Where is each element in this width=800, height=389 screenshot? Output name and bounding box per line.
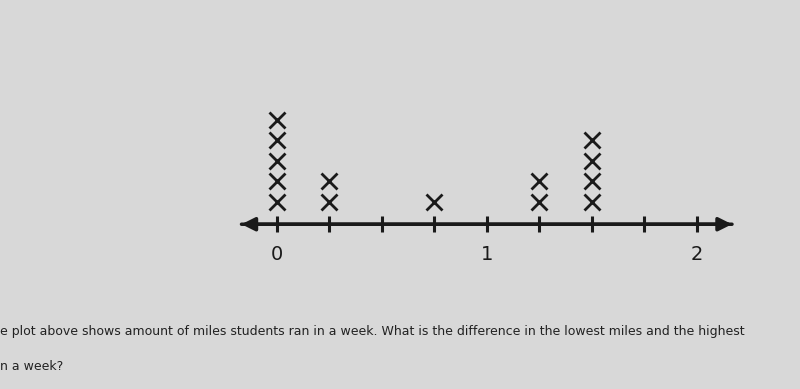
Text: 1: 1 — [481, 245, 493, 265]
Text: e plot above shows amount of miles students ran in a week. What is the differenc: e plot above shows amount of miles stude… — [0, 326, 745, 338]
Text: 0: 0 — [270, 245, 282, 265]
Text: n a week?: n a week? — [0, 361, 63, 373]
Text: 2: 2 — [690, 245, 703, 265]
